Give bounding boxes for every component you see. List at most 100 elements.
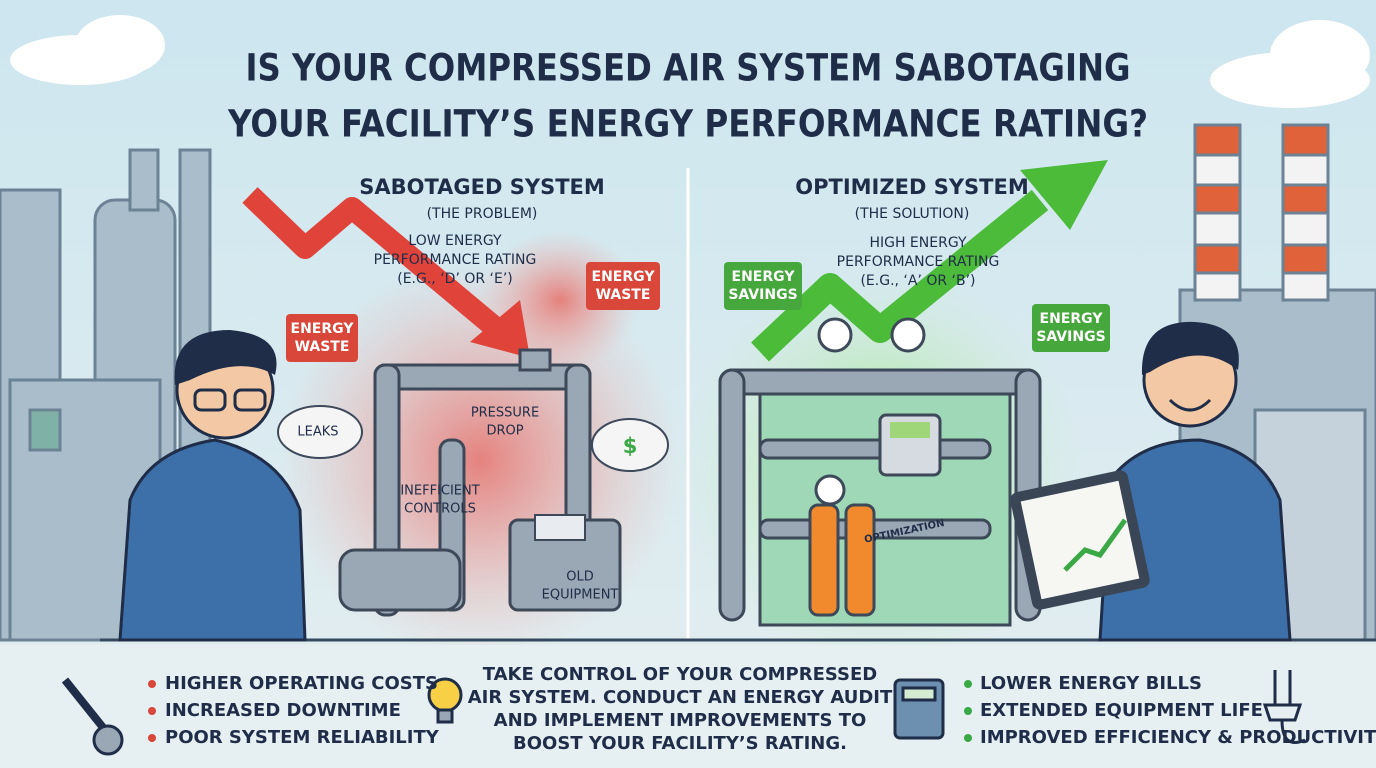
tag-boxes-part <box>724 262 802 310</box>
red-arrow <box>242 187 530 358</box>
right-pipes <box>718 317 1042 627</box>
happy-man-part <box>1168 398 1212 412</box>
footer-icons-part <box>61 677 109 733</box>
rating-text: PERFORMANCE RATING <box>374 252 537 268</box>
rating-text: (E.G., ‘D’ OR ‘E’) <box>397 271 513 287</box>
tag-text: SAVINGS <box>728 287 797 303</box>
happy-man-part <box>1098 438 1292 642</box>
worried-man-part <box>174 330 277 385</box>
title-line: YOUR FACILITY’S ENERGY PERFORMANCE RATIN… <box>227 103 1148 146</box>
problem-label: LEAKS <box>297 425 338 440</box>
green-arrow-part <box>751 189 1049 362</box>
tag-boxes <box>286 262 1110 362</box>
happy-man-part <box>1141 321 1239 375</box>
left-cloud-part <box>277 405 363 459</box>
call-to-action: AND IMPLEMENT IMPROVEMENTS TO <box>494 710 867 731</box>
clouds-part <box>1270 20 1370 90</box>
call-to-action: BOOST YOUR FACILITY’S RATING. <box>513 733 847 754</box>
worried-man <box>118 330 307 642</box>
benefit-item: IMPROVED EFFICIENCY & PRODUCTIVITY <box>980 727 1376 748</box>
rating-text: PERFORMANCE RATING <box>837 254 1000 270</box>
worried-man-part <box>193 388 227 412</box>
footer-icons-part <box>436 708 454 724</box>
tag-text: ENERGY <box>291 321 355 337</box>
right-pipes-part <box>890 317 926 353</box>
bullets-part <box>148 680 156 688</box>
bullets-part <box>964 707 972 715</box>
left-cloud <box>277 405 669 472</box>
problem-label: CONTROLS <box>404 502 476 517</box>
rating-text: LOW ENERGY <box>408 233 502 249</box>
left-pipes-part <box>534 514 586 541</box>
right-pipes-part <box>844 503 876 617</box>
footer-icons-part <box>1262 670 1306 744</box>
happy-man-part <box>1020 480 1140 600</box>
left-pipes-part <box>373 363 592 391</box>
clouds-part <box>75 15 165 75</box>
benefit-item: LOWER ENERGY BILLS <box>980 673 1202 694</box>
problem-label: DROP <box>486 424 523 439</box>
bullets-part <box>964 734 972 742</box>
problem-item: POOR SYSTEM RELIABILITY <box>165 727 440 748</box>
green-arrow <box>751 160 1108 362</box>
green-arrow-part <box>1020 160 1108 230</box>
right-pipes-part <box>718 368 746 622</box>
panel-subheading: (THE SOLUTION) <box>855 206 970 222</box>
right-factory-part <box>1281 183 1330 215</box>
tag-text: ENERGY <box>592 269 656 285</box>
tag-text: SAVINGS <box>1036 329 1105 345</box>
happy-man <box>1010 321 1292 642</box>
bullets-part <box>964 680 972 688</box>
right-pipes-part <box>814 474 846 506</box>
clouds <box>10 15 1370 108</box>
right-pipes-part <box>890 422 930 438</box>
left-pipes <box>338 348 622 617</box>
left-cloud-part <box>591 418 669 472</box>
problem-label: INEFFICIENT <box>400 484 479 499</box>
left-pipes-part <box>518 348 552 372</box>
rating-text: HIGH ENERGY <box>869 235 967 251</box>
panel-heading: SABOTAGED SYSTEM <box>359 175 605 199</box>
bullets <box>148 680 972 742</box>
problem-item: INCREASED DOWNTIME <box>165 700 401 721</box>
panel-heading: OPTIMIZED SYSTEM <box>795 175 1028 199</box>
tag-text: ENERGY <box>732 269 796 285</box>
left-factory-part <box>28 408 62 452</box>
tag-boxes-part <box>586 262 660 310</box>
problem-label: OLD <box>566 570 594 585</box>
footer-band <box>0 645 1376 768</box>
problem-label: PRESSURE <box>471 406 539 421</box>
right-pipes-part <box>718 368 1042 396</box>
red-arrow-part <box>470 300 530 358</box>
tag-text: WASTE <box>295 339 350 355</box>
bullets-part <box>148 707 156 715</box>
right-pipes-part <box>808 503 840 617</box>
happy-man-part <box>1063 518 1128 572</box>
tag-boxes-part <box>286 314 358 362</box>
worried-man-part <box>233 388 267 412</box>
right-factory-part <box>1281 243 1330 275</box>
footer-icons-part <box>92 724 124 756</box>
right-pipes-part <box>817 317 853 353</box>
tag-text: ENERGY <box>1040 311 1104 327</box>
problem-item: HIGHER OPERATING COSTS <box>165 673 438 694</box>
red-arrow-part <box>242 187 506 339</box>
benefit-item: EXTENDED EQUIPMENT LIFE <box>980 700 1263 721</box>
cloud-symbol: $ <box>623 434 638 458</box>
panel-subheading: (THE PROBLEM) <box>427 206 538 222</box>
right-factory-part <box>1281 123 1330 157</box>
call-to-action: TAKE CONTROL OF YOUR COMPRESSED <box>483 664 878 685</box>
bullets-part <box>148 734 156 742</box>
problem-label: EQUIPMENT <box>542 588 619 603</box>
left-pipes-part <box>338 548 462 612</box>
footer-icons <box>61 670 1306 756</box>
rating-text: (E.G., ‘A’ OR ‘B’) <box>860 273 975 289</box>
tag-boxes-part <box>1032 304 1110 352</box>
title-line: IS YOUR COMPRESSED AIR SYSTEM SABOTAGING <box>246 47 1131 90</box>
call-to-action: AIR SYSTEM. CONDUCT AN ENERGY AUDIT <box>468 687 893 708</box>
tag-text: WASTE <box>596 287 651 303</box>
right-factory-part <box>1193 183 1242 215</box>
right-pipes-part <box>758 438 992 460</box>
footer-icons-part <box>901 686 937 702</box>
